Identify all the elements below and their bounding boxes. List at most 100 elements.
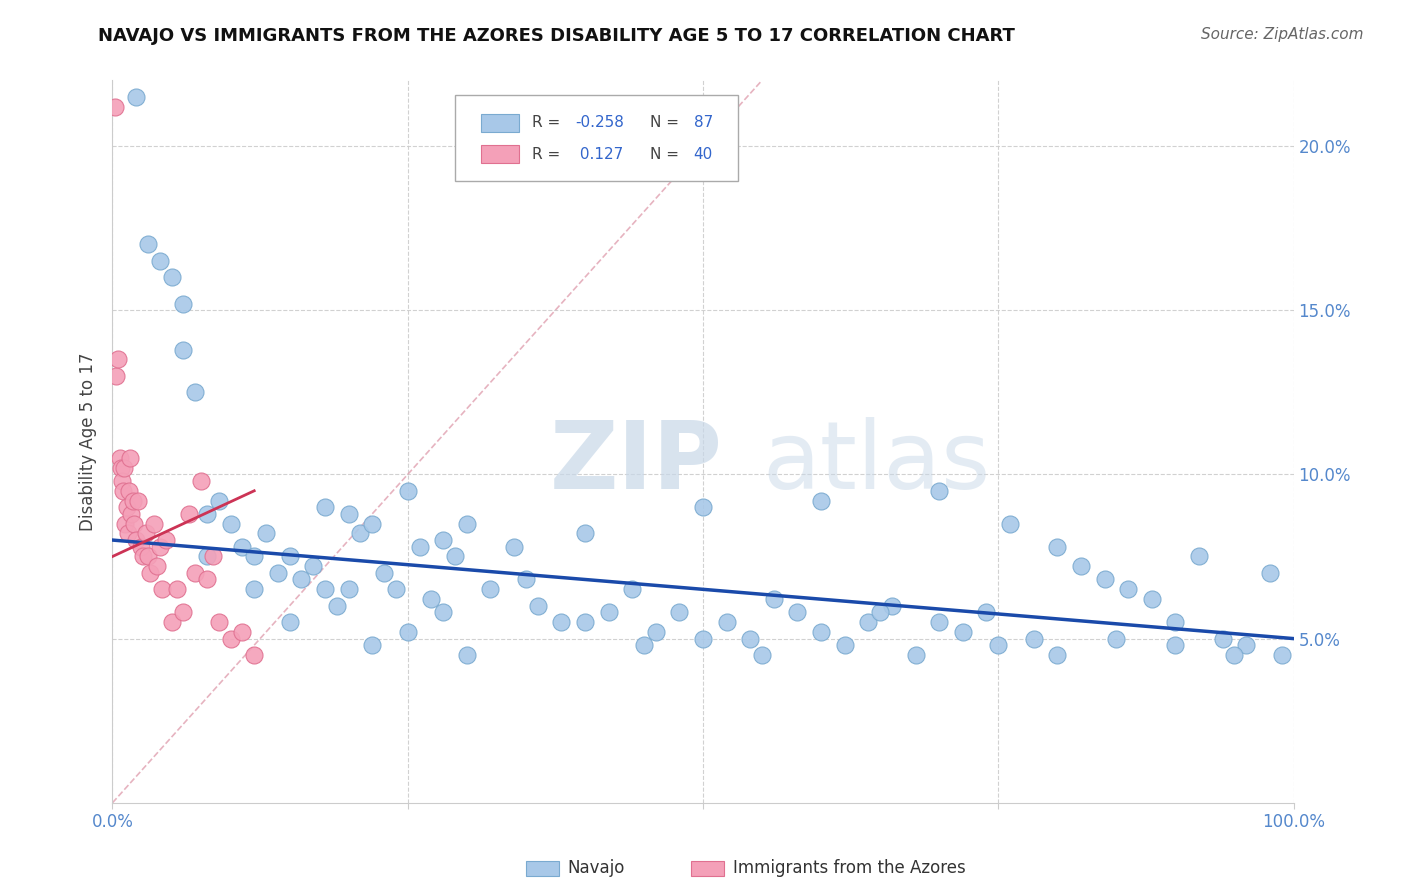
Text: R =: R = (531, 147, 565, 162)
Point (361, 638, 384, 652)
Point (136, 549, 159, 564)
Point (111, 474, 134, 488)
Point (219, 516, 242, 531)
Point (179, 507, 201, 521)
Point (132, 549, 155, 564)
Point (479, 582, 502, 597)
Point (160, 615, 183, 630)
Point (692, 632, 714, 646)
Point (786, 605, 808, 619)
Text: Navajo: Navajo (567, 859, 624, 877)
Point (135, 526, 157, 541)
FancyBboxPatch shape (481, 114, 519, 132)
Point (1258, 566, 1281, 580)
Point (952, 625, 974, 640)
Point (444, 549, 467, 564)
Point (172, 343, 194, 357)
Point (120, 507, 142, 521)
Point (195, 573, 218, 587)
Point (1070, 559, 1092, 574)
Point (149, 254, 172, 268)
Point (1022, 632, 1045, 646)
Point (598, 605, 620, 619)
Point (858, 615, 880, 630)
FancyBboxPatch shape (481, 145, 519, 163)
Point (526, 599, 548, 613)
Point (550, 615, 572, 630)
Point (184, 385, 207, 400)
Point (166, 582, 188, 597)
Point (290, 573, 312, 587)
Point (243, 648, 266, 662)
Point (361, 516, 384, 531)
Point (219, 632, 242, 646)
Point (142, 516, 165, 531)
Point (208, 493, 231, 508)
Point (110, 460, 132, 475)
Text: NAVAJO VS IMMIGRANTS FROM THE AZORES DISABILITY AGE 5 TO 17 CORRELATION CHART: NAVAJO VS IMMIGRANTS FROM THE AZORES DIS… (98, 27, 1015, 45)
Point (337, 507, 360, 521)
Point (810, 493, 832, 508)
Point (155, 533, 177, 547)
Point (880, 599, 903, 613)
Point (621, 582, 644, 597)
Point (112, 483, 135, 498)
Point (314, 500, 336, 515)
Point (254, 526, 277, 541)
Point (1105, 632, 1128, 646)
Point (195, 507, 218, 521)
Point (692, 500, 714, 515)
Point (503, 540, 526, 554)
Point (396, 625, 419, 640)
Point (125, 89, 148, 103)
Point (267, 566, 290, 580)
Point (231, 540, 253, 554)
Point (117, 526, 139, 541)
Point (928, 615, 950, 630)
Point (302, 559, 325, 574)
Point (349, 526, 371, 541)
Point (515, 573, 537, 587)
Point (107, 352, 129, 367)
Point (574, 526, 596, 541)
Point (201, 549, 224, 564)
Point (1164, 615, 1187, 630)
Text: Immigrants from the Azores: Immigrants from the Azores (733, 859, 966, 877)
Point (104, 99, 127, 113)
Point (810, 625, 832, 640)
Point (172, 605, 194, 619)
Point (456, 516, 478, 531)
Point (432, 533, 454, 547)
Point (231, 625, 253, 640)
Text: 87: 87 (693, 115, 713, 130)
Point (1116, 582, 1139, 597)
Point (195, 549, 218, 564)
Point (396, 483, 419, 498)
Point (108, 450, 131, 465)
Point (762, 592, 785, 607)
Point (633, 638, 655, 652)
Text: N =: N = (650, 147, 683, 162)
FancyBboxPatch shape (526, 861, 560, 877)
Point (928, 483, 950, 498)
Point (337, 582, 360, 597)
Point (150, 582, 173, 597)
Point (574, 615, 596, 630)
Point (1223, 648, 1246, 662)
Point (869, 605, 891, 619)
Point (740, 632, 762, 646)
Point (149, 540, 172, 554)
Point (114, 516, 136, 531)
Point (1046, 540, 1069, 554)
Point (122, 516, 145, 531)
Point (118, 483, 141, 498)
Point (160, 270, 183, 285)
FancyBboxPatch shape (692, 861, 724, 877)
Point (190, 474, 212, 488)
Point (139, 566, 162, 580)
Text: ZIP: ZIP (550, 417, 723, 509)
Point (1234, 638, 1257, 652)
Point (976, 605, 998, 619)
Text: Source: ZipAtlas.com: Source: ZipAtlas.com (1201, 27, 1364, 42)
Point (146, 559, 169, 574)
